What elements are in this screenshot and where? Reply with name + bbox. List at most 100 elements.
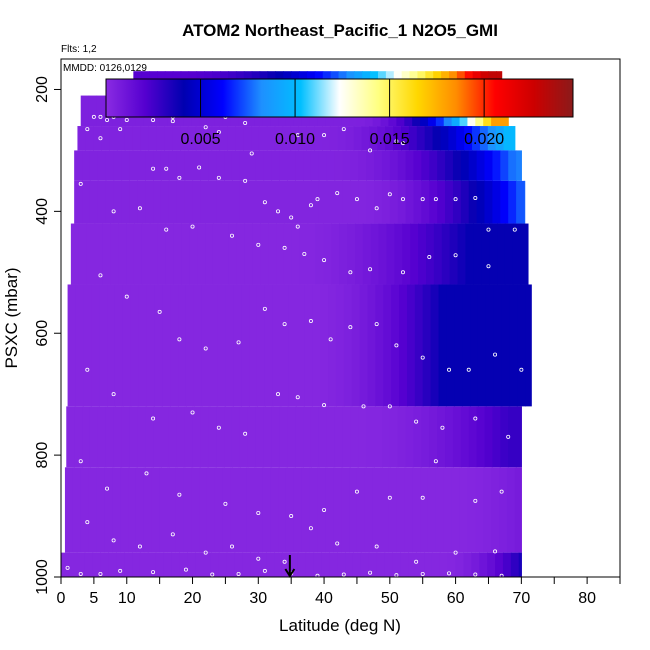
field-cell [506, 467, 516, 553]
field-cell [422, 284, 432, 407]
observation-point [111, 392, 116, 397]
observation-point [374, 322, 379, 327]
field-cell [405, 180, 415, 224]
field-cell [187, 552, 196, 577]
observation-point [374, 206, 379, 211]
field-cell [306, 126, 315, 151]
field-cell [445, 406, 454, 468]
field-cell [498, 467, 508, 553]
field-cell [416, 126, 426, 151]
y-tick-label: 200 [34, 76, 51, 103]
field-cell [342, 406, 351, 468]
field-cell [523, 180, 526, 224]
field-cell [455, 552, 465, 577]
x-tick-label: 60 [447, 590, 465, 607]
field-cell [168, 180, 178, 224]
field-cell [397, 406, 407, 468]
field-cell [334, 150, 344, 181]
observation-point [262, 306, 267, 311]
field-cell [405, 150, 415, 181]
field-cell [162, 284, 171, 407]
observation-point [322, 507, 327, 512]
field-cell [520, 223, 529, 285]
field-cell [516, 406, 522, 468]
field-cell [462, 284, 471, 407]
field-cell [375, 284, 384, 407]
field-cell [101, 126, 110, 151]
field-cell [187, 126, 197, 151]
field-cell [315, 223, 325, 285]
field-cell [94, 223, 104, 285]
latitude-marker-arrow [284, 555, 296, 578]
field-cell [329, 552, 338, 577]
observation-point [151, 416, 156, 421]
field-cell [145, 180, 154, 224]
observation-point [486, 264, 491, 269]
field-cell [384, 552, 394, 577]
field-cell [508, 150, 517, 181]
field-cell [460, 406, 470, 468]
field-cell [124, 126, 134, 151]
field-cell [471, 552, 480, 577]
field-cell [350, 150, 359, 181]
field-cell [171, 552, 180, 577]
y-tick-label: 600 [34, 320, 51, 347]
field-cell [108, 552, 117, 577]
field-cell [516, 150, 522, 181]
field-cell [255, 406, 265, 468]
field-cell [378, 223, 388, 285]
observation-group [65, 96, 524, 577]
field-cell [139, 552, 149, 577]
field-cell [279, 406, 288, 468]
field-cell [138, 284, 148, 407]
field-cell [354, 223, 364, 285]
observation-point [137, 544, 142, 549]
field-cell [263, 406, 273, 468]
field-cell [88, 95, 98, 127]
field-cell [463, 552, 472, 577]
observation-point [243, 431, 248, 436]
field-cell [361, 126, 371, 151]
field-cell [225, 284, 234, 407]
observation-point [506, 434, 511, 439]
observation-point [229, 233, 234, 238]
field-cell [321, 552, 330, 577]
field-cell [216, 180, 225, 224]
field-cell [475, 467, 484, 553]
field-cell [193, 284, 203, 407]
field-cell [287, 406, 296, 468]
observation-point [512, 227, 517, 232]
observation-point [387, 404, 392, 409]
field-cell [208, 406, 217, 468]
field-cell [121, 180, 130, 224]
observation-point [170, 119, 175, 124]
field-cell [335, 284, 345, 407]
field-cell [301, 467, 311, 553]
field-cell [126, 223, 135, 285]
observation-point [499, 489, 504, 494]
field-cell [210, 552, 220, 577]
field-cell [402, 223, 411, 285]
observation-point [493, 549, 498, 554]
field-cell [364, 467, 374, 553]
field-cell [72, 467, 82, 553]
field-cell [97, 406, 107, 468]
field-cell [93, 126, 102, 151]
field-cell [121, 150, 130, 181]
observation-point [164, 227, 169, 232]
field-cell [230, 467, 240, 553]
field-cell [358, 180, 367, 224]
field-cell [318, 180, 328, 224]
field-cell [401, 126, 410, 151]
field-cell [454, 284, 463, 407]
field-cell [389, 406, 399, 468]
observation-point [282, 322, 287, 327]
field-cell [377, 126, 386, 151]
field-cell [503, 126, 513, 151]
field-cell [99, 284, 108, 407]
field-cell [78, 223, 88, 285]
field-cell [231, 406, 241, 468]
field-cell [318, 150, 328, 181]
field-cell [295, 180, 304, 224]
observation-point [473, 572, 478, 577]
